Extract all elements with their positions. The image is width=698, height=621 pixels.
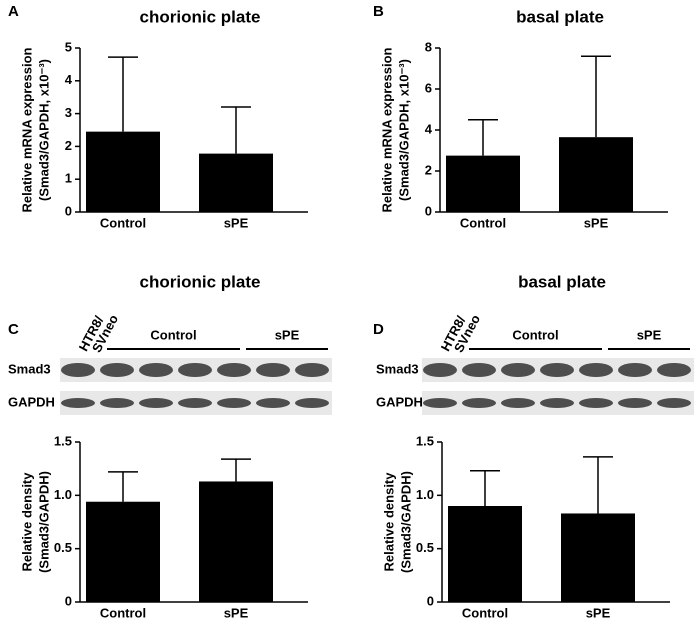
blot-band xyxy=(61,398,95,408)
y-tick-label: 0.5 xyxy=(416,540,434,555)
x-tick-label: sPE xyxy=(224,215,249,230)
chart-title: chorionic plate xyxy=(140,272,261,291)
bar xyxy=(199,481,273,602)
blot-band xyxy=(61,363,95,377)
bar xyxy=(448,506,522,602)
y-tick-label: 1.5 xyxy=(416,433,434,448)
y-tick-label: 2 xyxy=(425,162,432,177)
bar xyxy=(199,153,273,212)
y-tick-label: 0 xyxy=(427,593,434,608)
blot-band xyxy=(501,398,535,408)
x-tick-label: sPE xyxy=(584,215,609,230)
blot-band xyxy=(501,363,535,377)
x-tick-label: sPE xyxy=(224,605,249,620)
blot-band xyxy=(540,363,574,377)
y-axis-label: Relative mRNA expression xyxy=(19,47,34,212)
blot-band xyxy=(462,363,496,377)
blot-band xyxy=(217,398,251,408)
blot-band xyxy=(657,363,691,377)
y-axis-label: (Smad3/GAPDH) xyxy=(36,471,51,573)
panel-letter: C xyxy=(8,321,19,338)
blot-band xyxy=(100,363,134,377)
blot-band xyxy=(579,398,613,408)
blot-band xyxy=(295,363,329,377)
group-label: sPE xyxy=(275,327,300,342)
blot-band xyxy=(618,398,652,408)
y-tick-label: 8 xyxy=(425,39,432,54)
x-tick-label: sPE xyxy=(586,605,611,620)
blot-band xyxy=(139,398,173,408)
blot-band xyxy=(139,363,173,377)
bar xyxy=(559,137,633,212)
group-label: sPE xyxy=(637,327,662,342)
y-tick-label: 4 xyxy=(425,121,433,136)
blot-band xyxy=(540,398,574,408)
blot-band xyxy=(100,398,134,408)
group-label: Control xyxy=(150,327,196,342)
y-tick-label: 4 xyxy=(65,72,73,87)
blot-row-label: GAPDH xyxy=(8,394,55,409)
panel-letter: B xyxy=(373,3,384,20)
y-tick-label: 0 xyxy=(65,203,72,218)
x-tick-label: Control xyxy=(460,215,506,230)
y-tick-label: 3 xyxy=(65,105,72,120)
y-tick-label: 2 xyxy=(65,138,72,153)
y-axis-label: (Smad3/GAPDH) xyxy=(398,471,413,573)
blot-band xyxy=(178,398,212,408)
y-tick-label: 6 xyxy=(425,80,432,95)
chart-title: chorionic plate xyxy=(140,7,261,26)
chart-title: basal plate xyxy=(518,272,606,291)
x-tick-label: Control xyxy=(100,605,146,620)
y-axis-label: Relative mRNA expression xyxy=(379,47,394,212)
bar xyxy=(561,513,635,602)
blot-band xyxy=(256,398,290,408)
blot-band xyxy=(657,398,691,408)
chart-title: basal plate xyxy=(516,7,604,26)
panel-letter: D xyxy=(373,321,384,338)
blot-band xyxy=(217,363,251,377)
blot-row-label: Smad3 xyxy=(376,361,419,376)
x-tick-label: Control xyxy=(100,215,146,230)
panel-letter: A xyxy=(8,3,19,20)
y-tick-label: 0 xyxy=(65,593,72,608)
y-tick-label: 1.0 xyxy=(54,487,72,502)
blot-band xyxy=(295,398,329,408)
y-axis-label: (Smad3/GAPDH, x10⁻³) xyxy=(36,59,51,201)
y-axis-label: (Smad3/GAPDH, x10⁻³) xyxy=(396,59,411,201)
blot-band xyxy=(579,363,613,377)
y-tick-label: 1.0 xyxy=(416,487,434,502)
y-tick-label: 1.5 xyxy=(54,433,72,448)
y-tick-label: 5 xyxy=(65,39,72,54)
group-label: Control xyxy=(512,327,558,342)
bar xyxy=(446,155,520,212)
y-axis-label: Relative density xyxy=(381,472,396,572)
blot-band xyxy=(423,398,457,408)
x-tick-label: Control xyxy=(462,605,508,620)
blot-band xyxy=(618,363,652,377)
bar xyxy=(86,131,160,212)
y-axis-label: Relative density xyxy=(19,472,34,572)
blot-band xyxy=(462,398,496,408)
y-tick-label: 1 xyxy=(65,171,72,186)
blot-row-label: GAPDH xyxy=(376,394,423,409)
blot-band xyxy=(256,363,290,377)
y-tick-label: 0.5 xyxy=(54,540,72,555)
blot-band xyxy=(423,363,457,377)
y-tick-label: 0 xyxy=(425,203,432,218)
bar xyxy=(86,501,160,602)
blot-row-label: Smad3 xyxy=(8,361,51,376)
blot-band xyxy=(178,363,212,377)
